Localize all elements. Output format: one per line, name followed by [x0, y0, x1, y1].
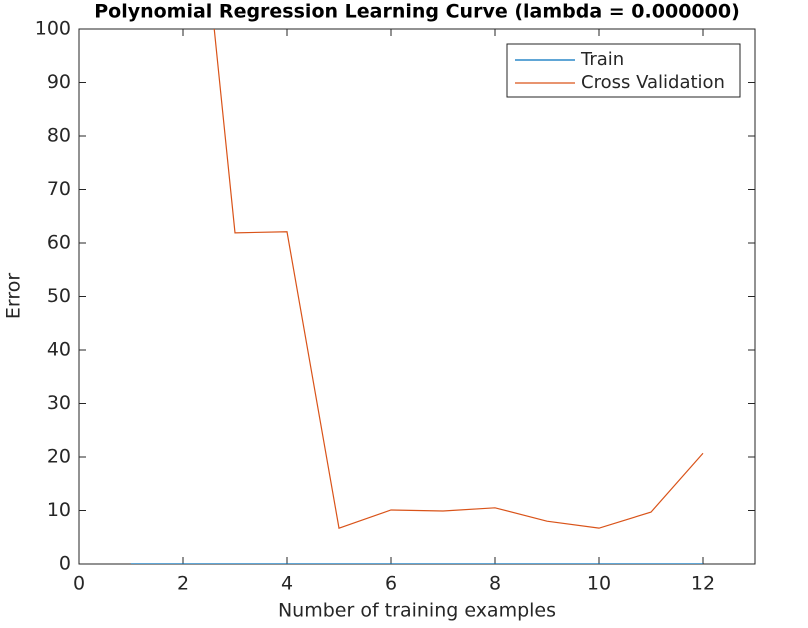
y-tick-label: 80 [47, 125, 71, 147]
y-tick-label: 50 [47, 285, 71, 307]
y-tick-label: 90 [47, 71, 71, 93]
legend-label: Cross Validation [581, 72, 725, 93]
x-tick-label: 6 [385, 573, 397, 595]
y-tick-label: 0 [59, 553, 71, 575]
y-tick-label: 100 [35, 18, 71, 40]
y-axis-label: Error [3, 273, 25, 320]
y-tick-label: 60 [47, 232, 71, 254]
plot-area [78, 28, 756, 565]
y-tick-label: 10 [47, 499, 71, 521]
chart-title: Polynomial Regression Learning Curve (la… [94, 1, 740, 23]
x-tick-label: 2 [177, 573, 189, 595]
x-tick-label: 12 [691, 573, 715, 595]
x-tick-label: 0 [73, 573, 85, 595]
y-tick-label: 70 [47, 178, 71, 200]
series-line [213, 29, 704, 529]
y-tick-label: 20 [47, 446, 71, 468]
legend-label: Train [580, 49, 624, 70]
x-tick-label: 8 [489, 573, 501, 595]
x-axis-label: Number of training examples [278, 600, 556, 622]
x-tick-label: 4 [281, 573, 293, 595]
legend-box [506, 43, 741, 98]
y-tick-label: 30 [47, 392, 71, 414]
x-tick-label: 10 [587, 573, 611, 595]
y-tick-label: 40 [47, 339, 71, 361]
